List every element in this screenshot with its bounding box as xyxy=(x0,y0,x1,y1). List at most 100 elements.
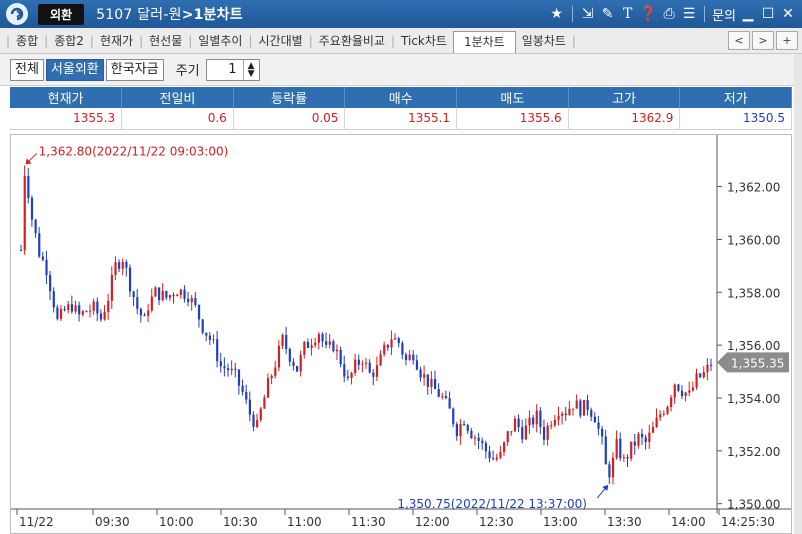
candle-body xyxy=(579,400,582,416)
candle-body xyxy=(608,464,611,478)
help-icon[interactable]: ❓ xyxy=(639,6,658,22)
menu-list-icon[interactable]: ☰ xyxy=(682,6,696,22)
candle-body xyxy=(143,315,146,317)
current-price-label: 1,355.35 xyxy=(731,356,784,370)
candle-body xyxy=(593,416,596,423)
candle-body xyxy=(299,354,302,372)
window-scrollbar[interactable] xyxy=(794,54,802,534)
tab-daily-candle-chart[interactable]: 일봉차트 xyxy=(521,34,566,48)
add-tab-button[interactable]: + xyxy=(776,31,798,50)
candle-body xyxy=(343,364,346,377)
period-spin-icon[interactable]: ▲ ▼ xyxy=(242,59,259,80)
tab-scroll-left-button[interactable]: < xyxy=(728,31,750,50)
candle-body xyxy=(158,287,161,301)
window-title: 5107 달러-원>1분차트 xyxy=(96,4,243,24)
minimize-icon[interactable]: ▁ xyxy=(742,6,754,22)
candle-body xyxy=(361,363,364,365)
candle-body xyxy=(172,295,175,297)
period-value[interactable]: 1 xyxy=(228,62,237,77)
header-change: 전일비 xyxy=(121,87,234,108)
candle-body xyxy=(510,431,513,433)
tab-summary2[interactable]: 종합2 xyxy=(54,34,84,48)
candle-body xyxy=(288,348,291,362)
tab-divider: | xyxy=(139,33,144,48)
tab-hourly[interactable]: 시간대별 xyxy=(258,34,303,48)
candle-body xyxy=(659,414,662,418)
candle-body xyxy=(568,408,571,415)
candle-body xyxy=(245,391,248,400)
candle-body xyxy=(532,417,535,425)
market-seoul-fx-button[interactable]: 서울외환 xyxy=(45,58,104,81)
inquiry-button[interactable]: 문의 xyxy=(712,8,736,24)
chart-canvas[interactable]: 1,362.00 1,360.00 1,358.00 1,356.00 1,354.00… xyxy=(11,135,791,533)
candle-body xyxy=(263,397,266,409)
value-change-rate: 0.05 xyxy=(233,108,346,130)
divider xyxy=(704,6,706,22)
y-tick-label: 1,350.00 xyxy=(727,498,780,512)
x-tick-label: 09:30 xyxy=(95,515,130,529)
candle-body xyxy=(132,291,135,298)
quote-value-row: 1355.3 0.6 0.05 1355.1 1355.6 1362.9 135… xyxy=(10,108,792,130)
candle-body xyxy=(517,418,520,428)
y-tick-label: 1,354.00 xyxy=(727,392,780,406)
candle-body xyxy=(651,427,655,433)
instrument-code: 5107 xyxy=(96,7,133,23)
tab-fx-compare[interactable]: 주요환율비교 xyxy=(318,34,385,48)
candle-body xyxy=(459,423,462,437)
print-icon[interactable]: ⎙ xyxy=(663,6,675,22)
value-high: 1362.9 xyxy=(568,108,681,130)
candle-body xyxy=(546,425,549,440)
candle-body xyxy=(147,310,150,316)
tab-daily-trend[interactable]: 일별추이 xyxy=(198,34,243,48)
candle-body xyxy=(706,364,709,373)
candle-body xyxy=(234,368,237,370)
maximize-icon[interactable]: ☐ xyxy=(761,6,775,22)
tab-spot-futures[interactable]: 현선물 xyxy=(149,34,183,48)
candle-body xyxy=(524,425,527,440)
candle-body xyxy=(78,305,81,315)
candle-body xyxy=(379,354,382,366)
candle-body xyxy=(572,408,575,410)
candle-body xyxy=(710,364,713,366)
candle-body xyxy=(85,311,88,313)
candle-body xyxy=(434,378,437,390)
tab-summary[interactable]: 종합 xyxy=(16,34,39,48)
market-korea-money-button[interactable]: 한국자금 xyxy=(105,58,164,81)
candle-body xyxy=(441,396,444,398)
y-tick-label: 1,358.00 xyxy=(727,286,780,300)
candle-body xyxy=(397,338,400,344)
candle-body xyxy=(539,410,542,427)
tab-1min-chart[interactable]: 1분차트 xyxy=(452,30,516,53)
header-current-price: 현재가 xyxy=(10,87,123,108)
candle-body xyxy=(328,341,331,345)
candle-body xyxy=(528,417,531,426)
candle-body xyxy=(666,407,669,414)
candle-body xyxy=(575,400,578,409)
period-stepper[interactable]: 1 ▲ ▼ xyxy=(205,58,260,81)
text-size-icon[interactable]: T xyxy=(622,6,633,22)
y-tick-label: 1,356.00 xyxy=(727,339,780,353)
candle-body xyxy=(412,354,415,361)
pen-icon[interactable]: ✎ xyxy=(601,6,614,22)
value-low: 1350.5 xyxy=(679,108,792,130)
candle-body xyxy=(601,428,604,437)
candle-body xyxy=(266,378,270,398)
close-icon[interactable]: ✕ xyxy=(782,6,794,22)
minute-chart[interactable]: 1,362.00 1,360.00 1,358.00 1,356.00 1,354.00… xyxy=(10,134,792,534)
candle-body xyxy=(557,415,560,420)
tab-tick-chart[interactable]: Tick차트 xyxy=(401,34,447,48)
candle-body xyxy=(321,334,324,342)
candle-body xyxy=(680,390,684,396)
candle-body xyxy=(59,309,63,319)
favorite-star-icon[interactable]: ★ xyxy=(550,6,563,22)
candle-body xyxy=(208,335,212,340)
link-out-icon[interactable]: ⇲ xyxy=(581,6,594,22)
tab-scroll-right-button[interactable]: > xyxy=(752,31,774,50)
candle-body xyxy=(23,176,26,251)
value-bid: 1355.1 xyxy=(344,108,458,130)
header-low: 저가 xyxy=(679,87,792,108)
candle-body xyxy=(354,359,357,373)
tab-current-price[interactable]: 현재가 xyxy=(99,34,134,48)
candle-body xyxy=(27,176,30,198)
market-all-button[interactable]: 전체 xyxy=(10,58,44,81)
